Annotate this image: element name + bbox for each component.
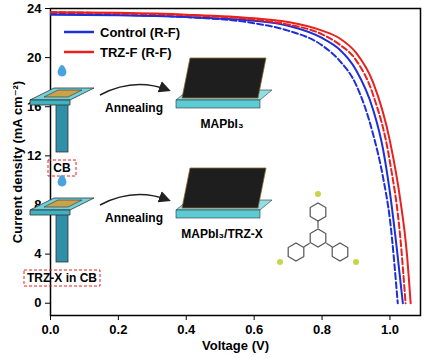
svg-text:0.0: 0.0 [41, 322, 59, 337]
svg-text:0.8: 0.8 [313, 322, 331, 337]
svg-text:MAPbI₃/TRZ-X: MAPbI₃/TRZ-X [181, 227, 263, 241]
svg-text:24: 24 [27, 1, 42, 16]
svg-text:TRZ-X in CB: TRZ-X in CB [27, 271, 97, 285]
svg-text:Current density (mA cm⁻²): Current density (mA cm⁻²) [10, 81, 25, 243]
svg-text:16: 16 [27, 98, 42, 114]
svg-text:12: 12 [27, 148, 41, 163]
svg-text:20: 20 [27, 50, 41, 65]
svg-text:Annealing: Annealing [105, 101, 163, 115]
svg-text:CB: CB [53, 161, 71, 175]
svg-text:0.6: 0.6 [245, 322, 263, 337]
svg-text:Voltage (V): Voltage (V) [202, 338, 269, 353]
svg-text:0.2: 0.2 [109, 322, 127, 337]
svg-text:Control (R-F): Control (R-F) [100, 25, 180, 40]
svg-text:4: 4 [34, 246, 42, 261]
svg-text:Annealing: Annealing [105, 211, 163, 225]
svg-text:1.0: 1.0 [381, 322, 399, 337]
svg-text:MAPbI₃: MAPbI₃ [201, 117, 244, 131]
svg-text:0.4: 0.4 [177, 322, 196, 337]
svg-text:0: 0 [34, 295, 41, 310]
svg-text:TRZ-F (R-F): TRZ-F (R-F) [100, 45, 171, 60]
